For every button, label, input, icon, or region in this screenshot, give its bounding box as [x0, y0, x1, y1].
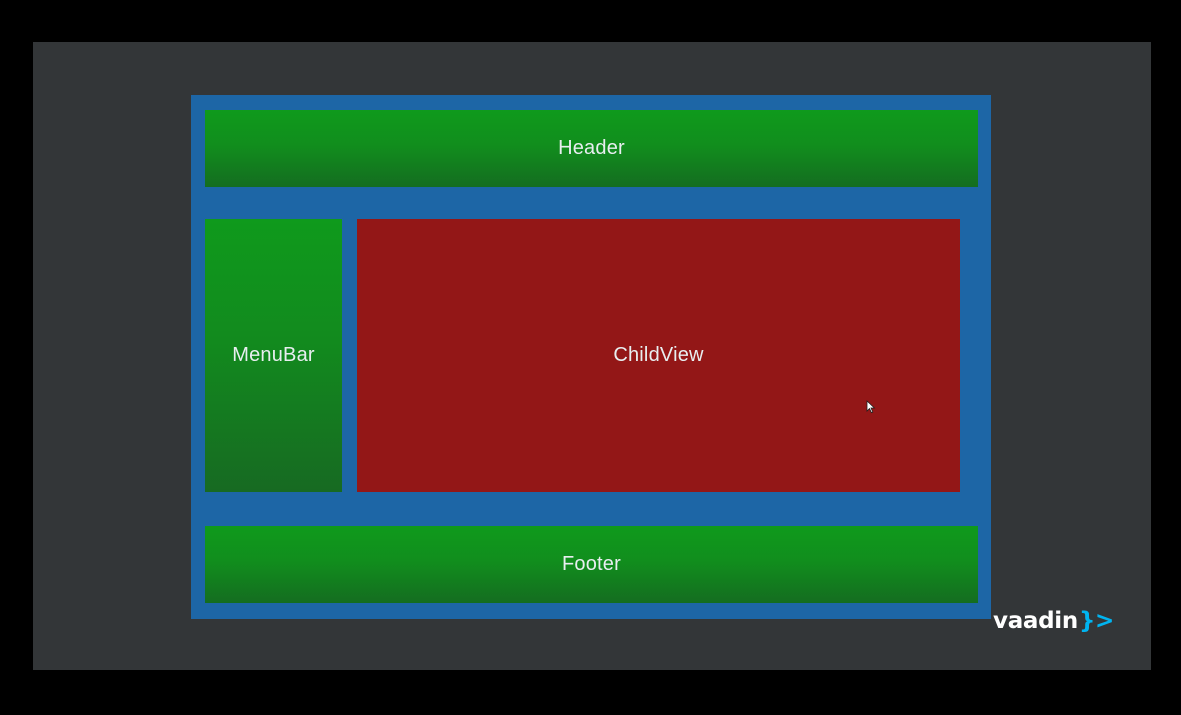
childview-block: ChildView [357, 219, 960, 492]
header-block: Header [205, 110, 978, 187]
vaadin-logo: vaadin}> [993, 604, 1114, 638]
footer-block: Footer [205, 526, 978, 603]
footer-label: Footer [561, 553, 621, 575]
mouse-cursor-icon [866, 400, 876, 414]
childview-label: ChildView [613, 344, 704, 366]
header-label: Header [558, 137, 625, 159]
vaadin-logo-text: vaadin [993, 608, 1078, 634]
menubar-label: MenuBar [232, 344, 315, 366]
menubar-block: MenuBar [205, 219, 342, 492]
vaadin-logo-mark: }> [1078, 608, 1115, 634]
